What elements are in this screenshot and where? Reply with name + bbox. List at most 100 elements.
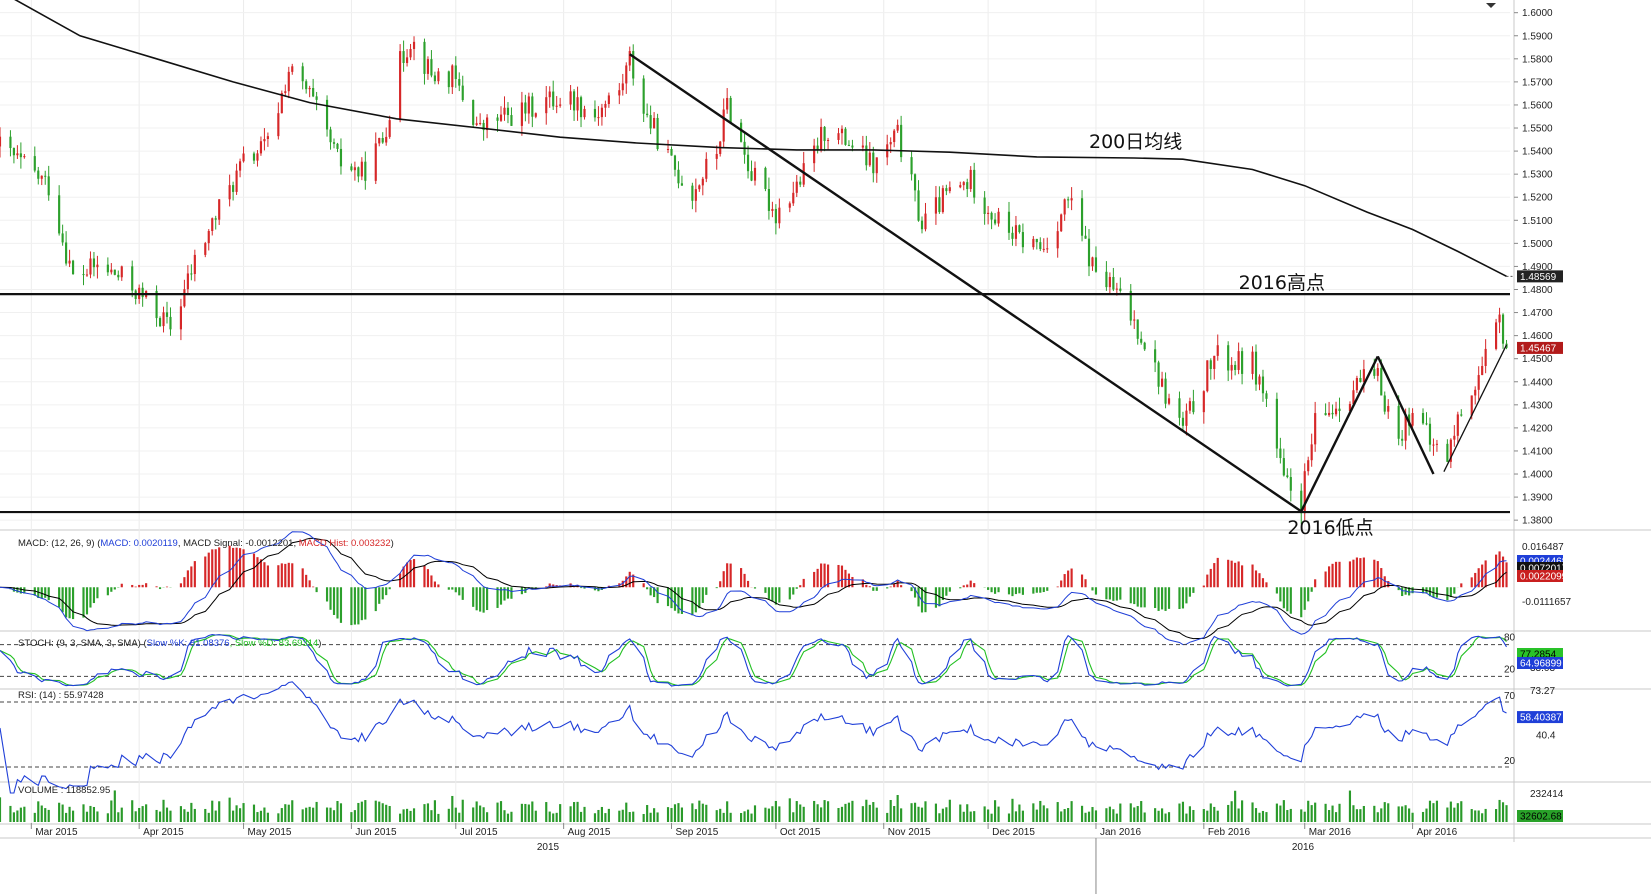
volume-bar <box>990 813 993 822</box>
macd-axis-tick: 0.016487 <box>1522 542 1564 553</box>
candle-body <box>96 264 99 268</box>
candle-body <box>1254 351 1258 385</box>
volume-bar <box>1237 808 1240 822</box>
volume-bar <box>673 804 677 822</box>
macd-hist-bar <box>764 587 767 593</box>
candle-body <box>698 185 701 190</box>
volume-bar <box>572 802 576 822</box>
candle-body <box>746 154 750 172</box>
macd-hist-bar <box>670 587 673 609</box>
volume-bar <box>1216 810 1219 822</box>
macd-hist-bar <box>1355 557 1358 588</box>
candle-body <box>238 161 242 171</box>
candle-body <box>548 91 551 98</box>
volume-bar <box>1408 808 1411 822</box>
candle-body <box>840 128 844 134</box>
macd-hist-bar <box>753 587 757 589</box>
volume-bar <box>496 802 499 822</box>
volume-bar <box>131 800 134 822</box>
macd-hist-bar <box>990 587 993 593</box>
macd-hist-bar <box>1227 559 1230 588</box>
candle-body <box>861 145 864 148</box>
candle-body <box>472 100 475 125</box>
candle-body <box>1376 368 1379 376</box>
volume-bar <box>1063 809 1066 822</box>
candle-body <box>656 117 659 150</box>
volume-bar <box>1091 807 1094 822</box>
macd-hist-bar <box>1185 587 1188 604</box>
macd-hist-bar <box>1164 587 1167 611</box>
candle-body <box>799 181 802 185</box>
candle-body <box>12 148 15 156</box>
volume-bar <box>1251 802 1254 822</box>
macd-hist-bar <box>315 587 318 593</box>
volume-bar <box>1046 808 1049 822</box>
macd-hist-bar <box>186 570 189 588</box>
macd-hist-bar <box>1157 587 1160 611</box>
candle-body <box>945 188 948 192</box>
volume-bar <box>1286 810 1289 822</box>
volume-bar <box>1387 803 1390 822</box>
candle-body <box>826 139 830 141</box>
candle-body <box>85 274 89 276</box>
macd-hist-bar <box>653 587 656 598</box>
macd-hist-bar <box>1373 559 1376 588</box>
volume-bar <box>1007 813 1011 822</box>
price-tick-label: 1.4700 <box>1522 308 1553 319</box>
volume-bar <box>799 804 802 822</box>
candle-body <box>552 91 555 107</box>
stoch-k-line <box>0 634 1507 687</box>
macd-hist-bar <box>325 587 329 602</box>
volume-bar <box>58 802 61 822</box>
volume-bar <box>305 807 308 822</box>
macd-hist-bar <box>479 587 482 612</box>
volume-bar <box>458 812 461 822</box>
macd-hist-bar <box>583 587 586 589</box>
macd-hist-bar <box>308 580 311 588</box>
volume-bar <box>1324 803 1327 822</box>
volume-bar <box>1136 806 1139 822</box>
volume-bar <box>816 804 819 822</box>
macd-hist-bar <box>1140 587 1143 608</box>
macd-hist-bar <box>1154 587 1157 609</box>
price-tick-label: 1.3800 <box>1522 516 1553 527</box>
candle-body <box>618 90 621 96</box>
volume-bar <box>71 810 75 822</box>
candle-body <box>959 185 962 188</box>
volume-bar <box>534 810 537 822</box>
macd-hist-bar <box>1324 571 1327 588</box>
macd-hist-bar <box>1216 557 1219 588</box>
candle-body <box>1039 242 1042 250</box>
volume-bar <box>65 812 68 822</box>
candle-body <box>1387 406 1390 412</box>
macd-hist-bar <box>628 571 631 588</box>
macd-hist-bar <box>1411 587 1414 594</box>
volume-bar <box>1241 800 1244 822</box>
candle-body <box>1157 362 1160 387</box>
candle-body <box>941 188 944 213</box>
macd-hist-bar <box>263 562 266 588</box>
candle-body <box>482 122 485 131</box>
macd-hist-bar <box>1495 554 1498 588</box>
candle-body <box>256 153 259 161</box>
last-price-tag-bg <box>1517 341 1563 354</box>
macd-hist-bar <box>113 587 116 590</box>
macd-hist-bar <box>579 587 583 589</box>
volume-bar <box>405 808 409 822</box>
volume-bar <box>1056 802 1059 822</box>
macd-hist-bar <box>451 587 454 590</box>
macd-hist-bar <box>1014 587 1018 595</box>
macd-hist-bar <box>430 575 433 588</box>
volume-bar <box>332 810 336 822</box>
candle-body <box>284 91 287 93</box>
volume-bar <box>837 808 840 822</box>
candle-body <box>813 145 816 164</box>
volume-bar <box>966 804 969 822</box>
volume-bar <box>193 808 196 822</box>
volume-bar <box>677 803 680 822</box>
volume-bar <box>256 812 259 822</box>
candle-body <box>872 152 875 174</box>
candle-body <box>625 65 628 84</box>
candle-body <box>966 182 969 190</box>
macd-legend-signal: , MACD Signal: -0.0012201, <box>178 538 299 549</box>
